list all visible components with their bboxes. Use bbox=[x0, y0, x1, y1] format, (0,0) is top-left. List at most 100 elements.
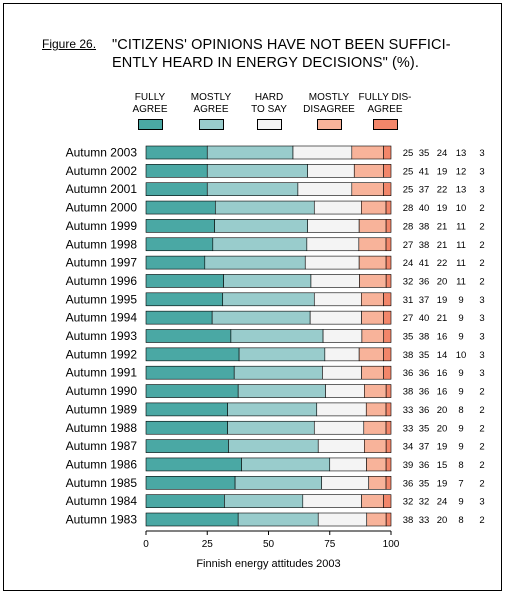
bar-segment bbox=[145, 274, 224, 288]
category-label: Autumn 1992 bbox=[66, 347, 138, 361]
data-label: 27 bbox=[403, 240, 414, 251]
bar-segment bbox=[223, 274, 312, 288]
bar-segment bbox=[385, 384, 392, 398]
legend-swatch-1 bbox=[138, 119, 163, 130]
bar-segment bbox=[361, 200, 387, 215]
bar-segment bbox=[322, 329, 363, 343]
data-label: 36 bbox=[419, 276, 430, 287]
bar-segment bbox=[302, 494, 362, 508]
bar-segment bbox=[145, 164, 208, 178]
bar-segment bbox=[361, 494, 384, 508]
legend-label-3: HARD TO SAY bbox=[239, 92, 299, 116]
bar-segment bbox=[383, 494, 392, 508]
bar-segment bbox=[145, 255, 206, 270]
category-label: Autumn 1995 bbox=[66, 292, 138, 306]
data-label: 2 bbox=[479, 423, 484, 434]
category-label: Autumn 1989 bbox=[66, 402, 138, 416]
data-label: 3 bbox=[479, 313, 484, 324]
data-label: 21 bbox=[437, 240, 448, 251]
bar-segment bbox=[322, 365, 362, 380]
legend-label-line: AGREE bbox=[367, 104, 403, 115]
bar-segment bbox=[145, 237, 214, 252]
bar-segment bbox=[324, 347, 360, 362]
data-label: 8 bbox=[458, 515, 463, 526]
bar-segment bbox=[145, 365, 235, 380]
category-label: Autumn 1986 bbox=[66, 457, 138, 471]
bar-segment bbox=[385, 512, 392, 527]
category-label: Autumn 1990 bbox=[66, 384, 138, 398]
bar-segment bbox=[206, 164, 308, 178]
data-label: 35 bbox=[419, 148, 430, 159]
bar-segment bbox=[366, 457, 387, 472]
bar-segment bbox=[211, 310, 311, 325]
bar-segment bbox=[383, 310, 392, 325]
bar-segment bbox=[325, 384, 365, 398]
bar-segment bbox=[230, 329, 324, 343]
bar-segment bbox=[385, 439, 392, 453]
bar-segment bbox=[365, 402, 387, 417]
bar-segment bbox=[145, 329, 232, 343]
data-label: 22 bbox=[437, 258, 448, 269]
bar-segment bbox=[145, 384, 239, 398]
bar-segment bbox=[145, 292, 224, 307]
data-label: 37 bbox=[419, 295, 430, 306]
bar-segment bbox=[361, 292, 384, 307]
data-label: 21 bbox=[437, 313, 448, 324]
data-label: 14 bbox=[437, 350, 448, 361]
chart-title: "CITIZENS' OPINIONS HAVE NOT BEEN SUFFIC… bbox=[112, 36, 492, 72]
bar-segment bbox=[361, 310, 384, 325]
legend-label-line: AGREE bbox=[193, 104, 229, 115]
bar-segment bbox=[222, 292, 315, 307]
data-label: 3 bbox=[479, 185, 484, 196]
legend-swatch-2 bbox=[199, 119, 224, 130]
data-label: 8 bbox=[458, 405, 463, 416]
bar-segment bbox=[385, 219, 392, 233]
data-label: 32 bbox=[403, 497, 414, 508]
data-label: 36 bbox=[403, 368, 414, 379]
bar-segment bbox=[306, 237, 360, 252]
category-label: Autumn 1985 bbox=[66, 476, 138, 490]
category-label: Autumn 1993 bbox=[66, 329, 138, 343]
data-label: 22 bbox=[437, 185, 448, 196]
data-label: 10 bbox=[456, 350, 467, 361]
bar-segment bbox=[317, 512, 368, 527]
category-label: Autumn 1999 bbox=[66, 219, 138, 233]
data-label: 2 bbox=[479, 276, 484, 287]
category-label: Autumn 1984 bbox=[66, 494, 138, 508]
bar-segment bbox=[204, 255, 306, 270]
bar-segment bbox=[145, 512, 239, 527]
bar-segment bbox=[313, 292, 362, 307]
bar-segment bbox=[145, 310, 213, 325]
data-label: 2 bbox=[479, 240, 484, 251]
data-label: 38 bbox=[419, 240, 430, 251]
bar-segment bbox=[307, 219, 360, 233]
data-label: 32 bbox=[403, 276, 414, 287]
data-label: 10 bbox=[456, 203, 467, 214]
bar-segment bbox=[145, 475, 236, 490]
x-tick-label: 100 bbox=[383, 539, 400, 550]
data-label: 37 bbox=[419, 442, 430, 453]
data-label: 33 bbox=[419, 515, 430, 526]
chart-title-line-2: ENTLY HEARD IN ENERGY DECISIONS" (%). bbox=[112, 55, 419, 71]
bar-segment bbox=[321, 475, 370, 490]
data-label: 3 bbox=[479, 368, 484, 379]
data-label: 16 bbox=[437, 368, 448, 379]
bar-segment bbox=[234, 475, 323, 490]
legend-label-4: MOSTLY DISAGREE bbox=[299, 92, 359, 116]
category-label: Autumn 1996 bbox=[66, 274, 138, 288]
legend-label-line: DISAGREE bbox=[303, 104, 355, 115]
bar-segment bbox=[292, 145, 353, 160]
data-label: 2 bbox=[479, 515, 484, 526]
data-label: 7 bbox=[458, 478, 463, 489]
legend-swatch-5 bbox=[373, 119, 398, 130]
data-label: 9 bbox=[458, 423, 463, 434]
bar-segment bbox=[383, 329, 392, 343]
data-label: 9 bbox=[458, 442, 463, 453]
bar-segment bbox=[385, 457, 392, 472]
legend-label-5: FULLY DIS- AGREE bbox=[355, 92, 415, 116]
bar-segment bbox=[227, 420, 315, 435]
data-label: 3 bbox=[479, 166, 484, 177]
data-label: 2 bbox=[479, 221, 484, 232]
data-label: 16 bbox=[437, 332, 448, 343]
data-label: 33 bbox=[403, 423, 414, 434]
